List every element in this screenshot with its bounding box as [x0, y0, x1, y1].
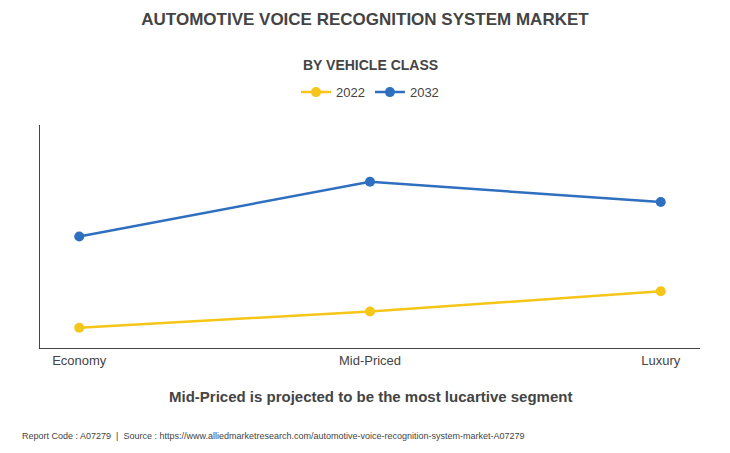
svg-text:2032: 2032	[410, 85, 439, 100]
svg-text:Report Code : A07279 | Sourc: Report Code : A07279 | Source : https://…	[22, 431, 525, 441]
svg-text:Luxury: Luxury	[641, 353, 681, 368]
svg-text:Mid-Priced is projected to be: Mid-Priced is projected to be the most l…	[169, 388, 572, 405]
svg-text:BY VEHICLE CLASS: BY VEHICLE CLASS	[303, 57, 438, 73]
svg-text:2022: 2022	[336, 85, 365, 100]
svg-text:AUTOMOTIVE VOICE RECOGNITION S: AUTOMOTIVE VOICE RECOGNITION SYSTEM MARK…	[141, 10, 589, 29]
svg-text:Economy: Economy	[52, 353, 107, 368]
svg-text:Mid-Priced: Mid-Priced	[339, 353, 401, 368]
